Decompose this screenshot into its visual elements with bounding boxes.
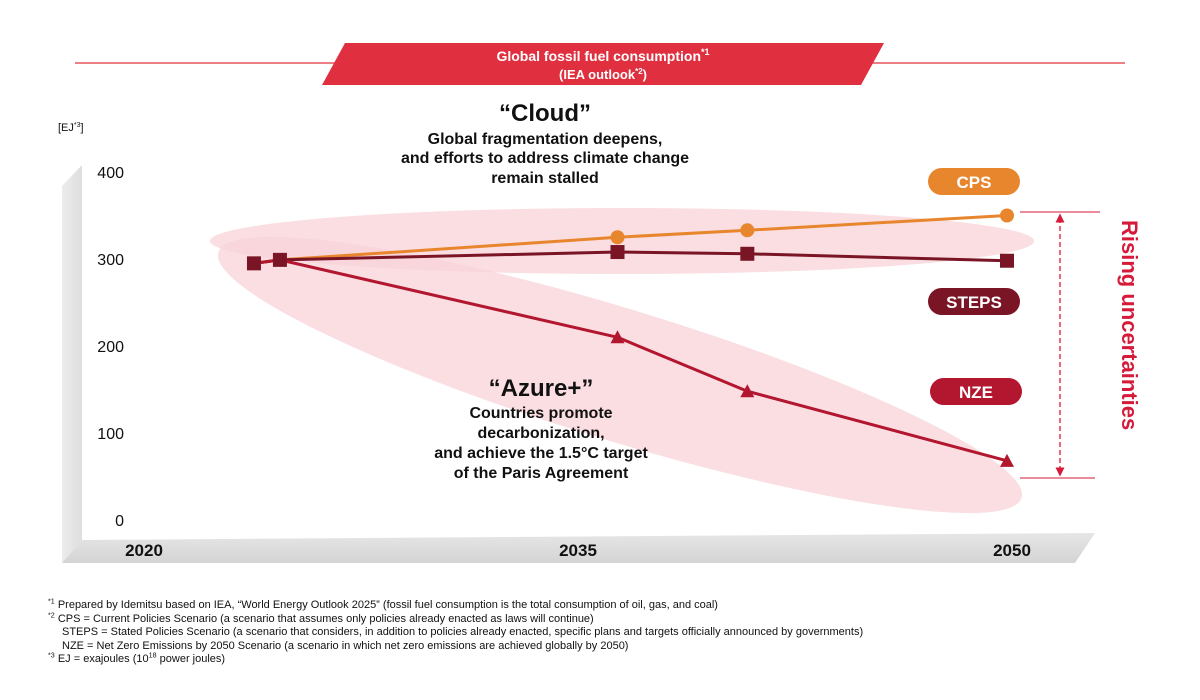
y-tick-label: 100 [97, 426, 124, 443]
cloud-title: “Cloud” [499, 100, 591, 127]
azure-line-1: Countries promote [469, 405, 612, 422]
cloud-line-2: and efforts to address climate change [401, 150, 689, 167]
x-tick-label: 2020 [125, 541, 163, 560]
azure-halo [217, 236, 1023, 514]
azure-title: “Azure+” [489, 375, 594, 402]
x-tick-label: 2035 [559, 541, 597, 560]
y-tick-label: 200 [97, 339, 124, 356]
point-cps [610, 230, 625, 245]
x-axis-floor [62, 533, 1095, 563]
cloud-line-3: remain stalled [491, 170, 599, 187]
point-nze [1000, 453, 1014, 467]
footnotes: *1 Prepared by Idemitsu based on IEA, “W… [48, 597, 864, 667]
legend-steps: STEPS [928, 288, 1020, 315]
azure-line-3: and achieve the 1.5°C target [434, 445, 648, 462]
footnote-3: *3 EJ = exajoules (1018 power joules) [48, 651, 226, 666]
footnote-1: *1 Prepared by Idemitsu based on IEA, “W… [48, 597, 718, 611]
x-tick-label: 2050 [993, 541, 1031, 560]
point-steps [740, 246, 755, 261]
legend-nze: NZE [930, 378, 1022, 405]
y-axis-label: [EJ*3] [58, 122, 84, 134]
y-tick-label: 0 [115, 513, 124, 530]
legend-cps-label: CPS [957, 173, 992, 192]
point-cps [740, 223, 755, 238]
point-cps [1000, 208, 1014, 223]
header-title: Global fossil fuel consumption*1 [496, 47, 709, 64]
y-tick-label: 300 [97, 252, 124, 269]
point-steps [246, 256, 261, 271]
y-tick-label: 400 [97, 165, 124, 182]
point-nze [610, 330, 625, 344]
legend-steps-label: STEPS [946, 293, 1002, 312]
header-subtitle: (IEA outlook*2) [559, 67, 647, 82]
y-axis-wall [62, 165, 82, 563]
azure-line-4: of the Paris Agreement [454, 465, 629, 482]
cloud-line-1: Global fragmentation deepens, [428, 131, 663, 148]
azure-line-2: decarbonization, [477, 425, 604, 442]
footnote-2b: STEPS = Stated Policies Scenario (a scen… [62, 626, 864, 639]
point-steps [272, 252, 287, 267]
legend-cps: CPS [928, 168, 1020, 195]
footnote-2: *2 CPS = Current Policies Scenario (a sc… [48, 610, 594, 625]
point-steps [1000, 253, 1014, 268]
footnote-2c: NZE = Net Zero Emissions by 2050 Scenari… [62, 639, 629, 652]
uncertainty-label: Rising uncertainties [1117, 220, 1142, 430]
point-steps [610, 245, 625, 260]
header-banner [322, 43, 884, 85]
legend-nze-label: NZE [959, 383, 993, 402]
point-nze [740, 384, 755, 398]
